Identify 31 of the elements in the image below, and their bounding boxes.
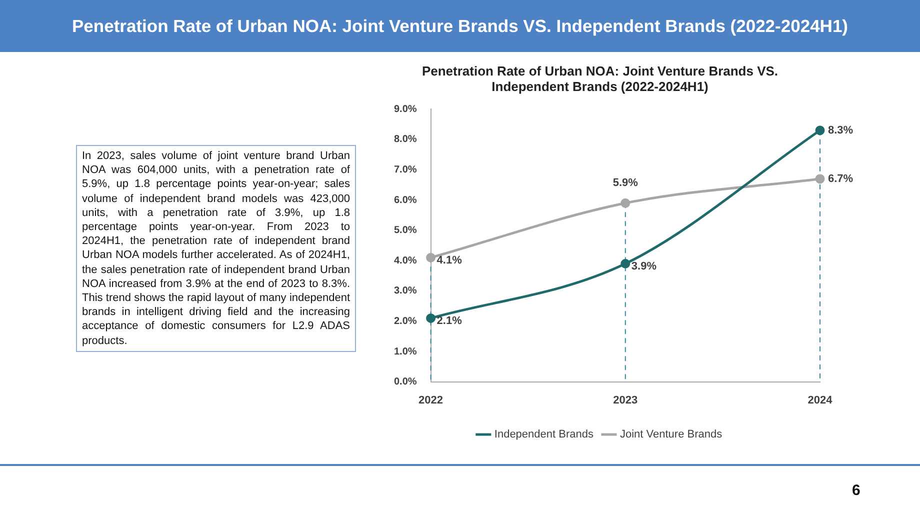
- data-label: 6.7%: [828, 172, 854, 185]
- point: [815, 174, 825, 184]
- x-tick-label: 2023: [613, 394, 638, 406]
- point: [815, 126, 825, 136]
- data-label: 8.3%: [828, 124, 854, 136]
- y-tick-label: 0.0%: [394, 376, 417, 388]
- x-tick-label: 2024: [808, 394, 834, 406]
- y-tick-label: 5.0%: [394, 225, 417, 236]
- data-label: 2.1%: [436, 315, 462, 328]
- y-tick-label: 7.0%: [394, 164, 417, 176]
- y-tick-label: 4.0%: [394, 255, 417, 266]
- x-tick-label: 2022: [418, 394, 444, 406]
- y-tick-label: 8.0%: [394, 134, 417, 146]
- data-label: 4.1%: [436, 254, 462, 267]
- y-tick-label: 3.0%: [394, 286, 417, 297]
- point: [426, 252, 436, 262]
- legend-label: Joint Venture Brands: [620, 428, 723, 441]
- y-tick-label: 9.0%: [394, 104, 417, 115]
- data-label: 3.9%: [631, 260, 657, 273]
- point: [426, 313, 436, 323]
- text: In 2023, sales volume of joint venture brand Urban NOA was 604,000 units, with a penetration rate of 5.9%, up 1.8 percentage points year-on-year; sales volume of independent brand models was 423,000 units, with a penetration rate of 3.9%, up 1.8 percentage points year-on-year. From 2023 to 2024H1, the penetration rate of independent brand Urban NOA models further accelerated. As of 2024H1, the sales penetration rate of independent brand Urban NOA increased from 3.9% at the end of 2023 to 8.3%. This trend shows the rapid layout of many independent brands in intelligent driving field and the increasing acceptance of domestic consumers for L2.9 ADAS products.: [82, 150, 350, 347]
- point: [620, 198, 630, 208]
- legend-label: Independent Brands: [494, 428, 594, 441]
- y-tick-label: 2.0%: [394, 316, 417, 327]
- y-tick-label: 6.0%: [394, 194, 417, 206]
- chart-title: Penetration Rate of Urban NOA: Joint Venture Brands VS. Independent Brands (2022-2024H1): [0, 0, 920, 52]
- data-label: 5.9%: [612, 177, 638, 190]
- y-tick-label: 1.0%: [394, 346, 417, 358]
- point: [620, 258, 630, 268]
- text: 6: [852, 482, 860, 499]
- chart-subtitle: Penetration Rate of Urban NOA: Joint Venture Brands VS. Independent Brands (2022-2024H1): [422, 63, 778, 94]
